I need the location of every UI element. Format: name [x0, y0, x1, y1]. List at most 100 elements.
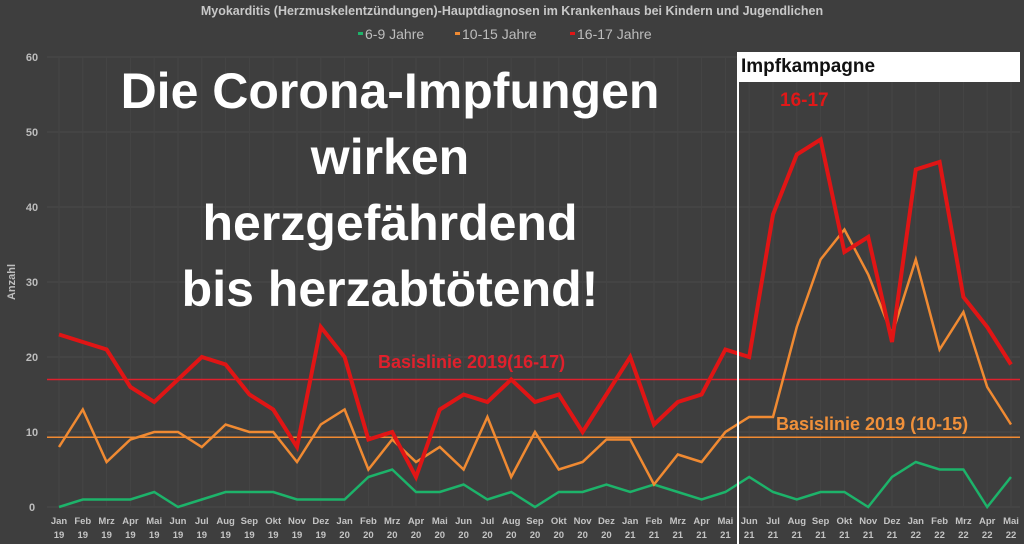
x-tick-year: 21 [696, 530, 707, 541]
group-label-16-17: 16-17 [780, 90, 829, 111]
x-tick-month: Nov [288, 516, 307, 527]
x-tick-year: 22 [1006, 530, 1017, 541]
x-tick-year: 19 [292, 530, 303, 541]
x-tick-month: Jun [455, 516, 472, 527]
grid [47, 56, 1020, 508]
campaign-label-box: Impfkampagne [739, 52, 1020, 82]
y-tick-label: 40 [26, 202, 38, 214]
x-tick-month: Jan [336, 516, 353, 527]
headline-line: wirken [310, 129, 470, 185]
x-tick-year: 19 [197, 530, 208, 541]
x-tick-month: Nov [574, 516, 593, 527]
x-tick-month: Okt [836, 516, 853, 527]
baseline-10-15-label: Basislinie 2019 (10-15) [776, 414, 969, 434]
legend-swatch [570, 32, 575, 35]
x-tick-year: 19 [78, 530, 89, 541]
x-tick-month: Dez [312, 516, 329, 527]
x-tick-year: 22 [911, 530, 922, 541]
x-tick-year: 22 [958, 530, 969, 541]
x-tick-year: 20 [339, 530, 350, 541]
x-tick-year: 21 [815, 530, 826, 541]
legend-swatch [455, 32, 460, 35]
x-tick-month: Dez [884, 516, 901, 527]
x-tick-year: 20 [554, 530, 565, 541]
x-tick-year: 20 [458, 530, 469, 541]
x-tick-year: 19 [149, 530, 160, 541]
x-tick-year: 21 [863, 530, 874, 541]
y-tick-label: 20 [26, 352, 38, 364]
x-tick-month: Aug [502, 516, 521, 527]
x-tick-month: Feb [360, 516, 377, 527]
legend-label: 10-15 Jahre [462, 26, 537, 42]
x-tick-month: Apr [693, 516, 710, 527]
x-tick-month: Jul [481, 516, 495, 527]
x-tick-month: Mai [717, 516, 733, 527]
x-tick-year: 19 [220, 530, 231, 541]
x-tick-year: 21 [744, 530, 755, 541]
y-axis: 0 10 20 30 40 50 60 [26, 52, 38, 514]
x-tick-month: Mai [146, 516, 162, 527]
x-tick-year: 21 [792, 530, 803, 541]
x-tick-month: Jun [741, 516, 758, 527]
x-tick-month: Aug [788, 516, 807, 527]
x-tick-month: Jul [195, 516, 209, 527]
x-tick-year: 20 [577, 530, 588, 541]
x-tick-year: 21 [649, 530, 660, 541]
legend-label: 16-17 Jahre [577, 26, 652, 42]
x-tick-year: 21 [839, 530, 850, 541]
chart-title: Myokarditis (Herzmuskelentzündungen)-Hau… [201, 4, 823, 18]
headline-line: bis herzabtötend! [181, 261, 599, 317]
x-tick-year: 19 [268, 530, 279, 541]
x-tick-month: Apr [122, 516, 139, 527]
y-axis-label: Anzahl [6, 264, 18, 300]
x-tick-year: 19 [316, 530, 327, 541]
x-tick-year: 21 [887, 530, 898, 541]
x-tick-month: Sep [526, 516, 544, 527]
x-tick-month: Mrz [670, 516, 687, 527]
x-tick-month: Okt [265, 516, 282, 527]
x-tick-year: 20 [506, 530, 517, 541]
x-tick-year: 22 [934, 530, 945, 541]
x-tick-month: Aug [216, 516, 235, 527]
x-tick-year: 19 [125, 530, 136, 541]
x-tick-month: Dez [598, 516, 615, 527]
x-tick-month: Mrz [384, 516, 401, 527]
x-tick-year: 20 [482, 530, 493, 541]
y-tick-label: 10 [26, 427, 38, 439]
legend-label: 6-9 Jahre [365, 26, 424, 42]
x-tick-year: 20 [601, 530, 612, 541]
y-tick-label: 60 [26, 52, 38, 64]
x-tick-year: 19 [244, 530, 255, 541]
headline: Die Corona-Impfungen wirken herzgefährde… [40, 58, 740, 322]
x-tick-year: 20 [387, 530, 398, 541]
x-axis: Jan 19 Feb 19 Mrz 19 Apr 19 Mai 19 Jun 19 Jul 19 Aug 19… [51, 516, 1019, 541]
campaign-label: Impfkampagne [741, 56, 876, 77]
x-tick-month: Mrz [955, 516, 972, 527]
x-tick-year: 21 [720, 530, 731, 541]
x-tick-month: Feb [646, 516, 663, 527]
series-lines [57, 136, 1013, 510]
x-tick-year: 20 [363, 530, 374, 541]
y-tick-label: 30 [26, 277, 38, 289]
x-tick-year: 21 [625, 530, 636, 541]
x-tick-month: Jan [622, 516, 639, 527]
x-tick-month: Mrz [98, 516, 115, 527]
x-tick-month: Okt [551, 516, 568, 527]
x-tick-month: Apr [408, 516, 425, 527]
x-tick-month: Sep [241, 516, 259, 527]
x-tick-month: Jan [51, 516, 68, 527]
x-tick-year: 19 [173, 530, 184, 541]
legend: 6-9 Jahre 10-15 Jahre 16-17 Jahre [358, 26, 652, 42]
x-tick-year: 20 [435, 530, 446, 541]
x-tick-year: 20 [530, 530, 541, 541]
headline-line: herzgefährdend [202, 195, 578, 251]
y-tick-label: 50 [26, 127, 38, 139]
x-tick-month: Apr [979, 516, 996, 527]
x-tick-year: 19 [101, 530, 112, 541]
x-tick-year: 21 [673, 530, 684, 541]
x-tick-year: 21 [768, 530, 779, 541]
headline-line: Die Corona-Impfungen [120, 63, 660, 119]
x-tick-month: Mai [1003, 516, 1019, 527]
x-tick-month: Mai [432, 516, 448, 527]
